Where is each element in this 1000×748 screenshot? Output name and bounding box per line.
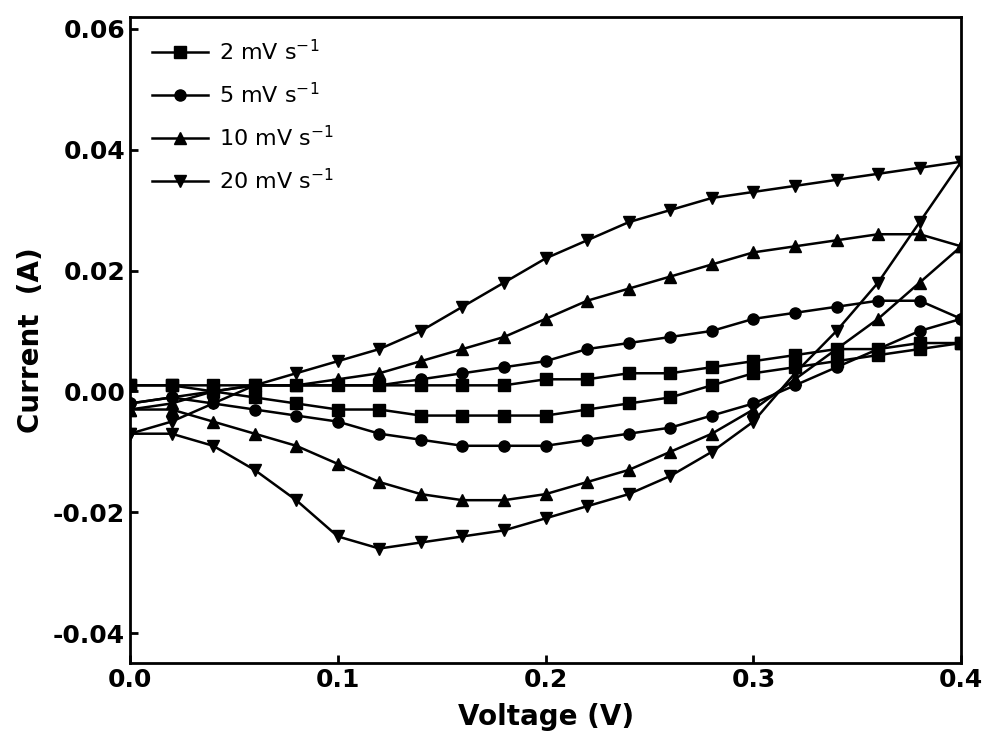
Legend: 2 mV s$^{-1}$, 5 mV s$^{-1}$, 10 mV s$^{-1}$, 20 mV s$^{-1}$: 2 mV s$^{-1}$, 5 mV s$^{-1}$, 10 mV s$^{… xyxy=(141,28,345,204)
2 mV s$^{-1}$ xyxy=(124,381,136,390)
2 mV s$^{-1}$ xyxy=(207,387,219,396)
10 mV s$^{-1}$ xyxy=(415,490,427,499)
2 mV s$^{-1}$ xyxy=(290,399,302,408)
5 mV s$^{-1}$ xyxy=(498,441,510,450)
5 mV s$^{-1}$ xyxy=(332,417,344,426)
20 mV s$^{-1}$ xyxy=(166,429,178,438)
20 mV s$^{-1}$ xyxy=(831,326,843,335)
20 mV s$^{-1}$ xyxy=(747,417,759,426)
20 mV s$^{-1}$ xyxy=(664,471,676,480)
20 mV s$^{-1}$ xyxy=(581,502,593,511)
5 mV s$^{-1}$ xyxy=(373,429,385,438)
10 mV s$^{-1}$ xyxy=(207,417,219,426)
2 mV s$^{-1}$ xyxy=(664,393,676,402)
10 mV s$^{-1}$ xyxy=(290,441,302,450)
10 mV s$^{-1}$ xyxy=(831,345,843,354)
2 mV s$^{-1}$ xyxy=(332,405,344,414)
5 mV s$^{-1}$ xyxy=(955,314,967,323)
10 mV s$^{-1}$ xyxy=(124,405,136,414)
2 mV s$^{-1}$ xyxy=(706,381,718,390)
5 mV s$^{-1}$ xyxy=(664,423,676,432)
5 mV s$^{-1}$ xyxy=(872,345,884,354)
Line: 10 mV s$^{-1}$: 10 mV s$^{-1}$ xyxy=(124,241,967,506)
5 mV s$^{-1}$ xyxy=(456,441,468,450)
20 mV s$^{-1}$ xyxy=(124,429,136,438)
10 mV s$^{-1}$ xyxy=(166,405,178,414)
20 mV s$^{-1}$ xyxy=(706,447,718,456)
2 mV s$^{-1}$ xyxy=(831,357,843,366)
20 mV s$^{-1}$ xyxy=(415,538,427,547)
20 mV s$^{-1}$ xyxy=(789,369,801,378)
10 mV s$^{-1}$ xyxy=(747,405,759,414)
2 mV s$^{-1}$ xyxy=(456,411,468,420)
2 mV s$^{-1}$ xyxy=(914,345,926,354)
2 mV s$^{-1}$ xyxy=(498,411,510,420)
Line: 20 mV s$^{-1}$: 20 mV s$^{-1}$ xyxy=(124,156,967,554)
20 mV s$^{-1}$ xyxy=(540,514,552,523)
20 mV s$^{-1}$ xyxy=(456,532,468,541)
10 mV s$^{-1}$ xyxy=(540,490,552,499)
20 mV s$^{-1}$ xyxy=(207,441,219,450)
Line: 2 mV s$^{-1}$: 2 mV s$^{-1}$ xyxy=(124,337,967,421)
10 mV s$^{-1}$ xyxy=(706,429,718,438)
2 mV s$^{-1}$ xyxy=(540,411,552,420)
5 mV s$^{-1}$ xyxy=(415,435,427,444)
10 mV s$^{-1}$ xyxy=(664,447,676,456)
5 mV s$^{-1}$ xyxy=(207,399,219,408)
2 mV s$^{-1}$ xyxy=(415,411,427,420)
5 mV s$^{-1}$ xyxy=(789,381,801,390)
10 mV s$^{-1}$ xyxy=(955,242,967,251)
5 mV s$^{-1}$ xyxy=(706,411,718,420)
10 mV s$^{-1}$ xyxy=(581,477,593,486)
Y-axis label: Current  (A): Current (A) xyxy=(17,247,45,433)
10 mV s$^{-1}$ xyxy=(872,314,884,323)
2 mV s$^{-1}$ xyxy=(747,369,759,378)
5 mV s$^{-1}$ xyxy=(914,326,926,335)
20 mV s$^{-1}$ xyxy=(290,496,302,505)
5 mV s$^{-1}$ xyxy=(166,393,178,402)
10 mV s$^{-1}$ xyxy=(789,375,801,384)
10 mV s$^{-1}$ xyxy=(623,465,635,474)
20 mV s$^{-1}$ xyxy=(498,526,510,535)
10 mV s$^{-1}$ xyxy=(456,496,468,505)
X-axis label: Voltage (V): Voltage (V) xyxy=(458,703,634,732)
10 mV s$^{-1}$ xyxy=(249,429,261,438)
20 mV s$^{-1}$ xyxy=(914,218,926,227)
2 mV s$^{-1}$ xyxy=(872,351,884,360)
Line: 5 mV s$^{-1}$: 5 mV s$^{-1}$ xyxy=(124,313,967,451)
2 mV s$^{-1}$ xyxy=(581,405,593,414)
5 mV s$^{-1}$ xyxy=(124,399,136,408)
10 mV s$^{-1}$ xyxy=(373,477,385,486)
2 mV s$^{-1}$ xyxy=(249,393,261,402)
20 mV s$^{-1}$ xyxy=(332,532,344,541)
5 mV s$^{-1}$ xyxy=(747,399,759,408)
5 mV s$^{-1}$ xyxy=(290,411,302,420)
10 mV s$^{-1}$ xyxy=(914,278,926,287)
10 mV s$^{-1}$ xyxy=(332,459,344,468)
2 mV s$^{-1}$ xyxy=(623,399,635,408)
10 mV s$^{-1}$ xyxy=(498,496,510,505)
5 mV s$^{-1}$ xyxy=(249,405,261,414)
5 mV s$^{-1}$ xyxy=(831,363,843,372)
2 mV s$^{-1}$ xyxy=(789,363,801,372)
2 mV s$^{-1}$ xyxy=(166,381,178,390)
20 mV s$^{-1}$ xyxy=(249,465,261,474)
2 mV s$^{-1}$ xyxy=(373,405,385,414)
20 mV s$^{-1}$ xyxy=(955,157,967,166)
20 mV s$^{-1}$ xyxy=(373,544,385,553)
5 mV s$^{-1}$ xyxy=(623,429,635,438)
20 mV s$^{-1}$ xyxy=(872,278,884,287)
5 mV s$^{-1}$ xyxy=(540,441,552,450)
5 mV s$^{-1}$ xyxy=(581,435,593,444)
2 mV s$^{-1}$ xyxy=(955,339,967,348)
20 mV s$^{-1}$ xyxy=(623,490,635,499)
